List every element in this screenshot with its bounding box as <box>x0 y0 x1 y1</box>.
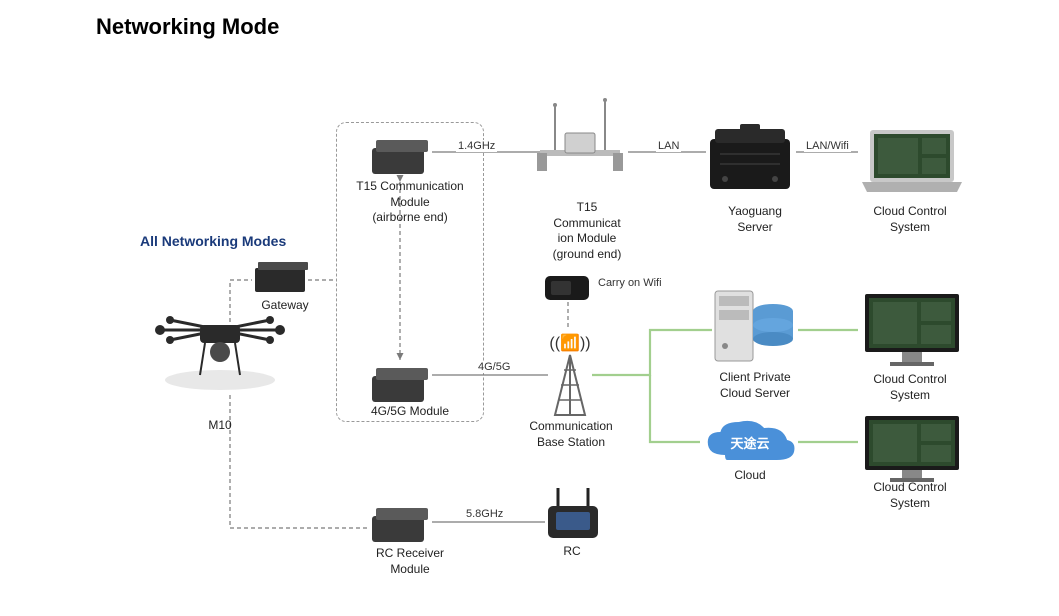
mod4g5g-label: 4G/5G Module <box>350 400 470 420</box>
rc-rx-icon <box>372 508 428 542</box>
ccs2-label: Cloud Control System <box>850 368 970 403</box>
t15-air-label: T15 Communication Module (airborne end) <box>340 175 480 226</box>
subtitle: All Networking Modes <box>140 233 286 249</box>
t15-ground-icon <box>537 98 623 171</box>
gateway-label: Gateway <box>240 294 330 314</box>
edge-label-lanwifi: LAN/Wifi <box>804 140 851 152</box>
edge-label-14ghz: 1.4GHz <box>456 140 497 152</box>
rc-icon <box>548 488 598 538</box>
cloud-text: 天途云 <box>730 436 769 451</box>
page-title: Networking Mode <box>96 14 279 40</box>
rc-label: RC <box>532 540 612 560</box>
gateway-icon <box>255 262 308 292</box>
cloud-icon: 天途云 <box>708 421 795 460</box>
yaoguang-label: Yaoguang Server <box>700 200 810 235</box>
t15-ground-label: T15 Communicat ion Module (ground end) <box>522 196 652 262</box>
edge-label-4g5g: 4G/5G <box>476 361 512 373</box>
drone-icon <box>155 316 285 390</box>
priv-cloud-label: Client Private Cloud Server <box>698 366 812 401</box>
diagram-canvas: ((📶)) 天途云 <box>0 0 1059 616</box>
ccs3-icon <box>865 416 959 482</box>
wifi-icon <box>545 276 589 300</box>
ccs3-label: Cloud Control System <box>850 476 970 511</box>
ccs2-icon <box>865 294 959 366</box>
cloud-label: Cloud <box>700 464 800 484</box>
edge-label-58ghz: 5.8GHz <box>464 508 505 520</box>
m10-label: M10 <box>150 414 290 434</box>
svg-text:((📶)): ((📶)) <box>549 333 590 352</box>
ccs1-icon <box>862 130 962 192</box>
priv-cloud-icon <box>715 291 793 361</box>
rc-rx-label: RC Receiver Module <box>350 542 470 577</box>
base-station-icon: ((📶)) <box>549 333 590 415</box>
base-label: Communication Base Station <box>516 415 626 450</box>
ccs1-label: Cloud Control System <box>850 200 970 235</box>
edge-label-lan: LAN <box>656 140 681 152</box>
yaoguang-icon <box>710 124 790 189</box>
module-group-box <box>336 122 484 422</box>
edge-label-wifi: Carry on Wifi <box>596 277 664 289</box>
